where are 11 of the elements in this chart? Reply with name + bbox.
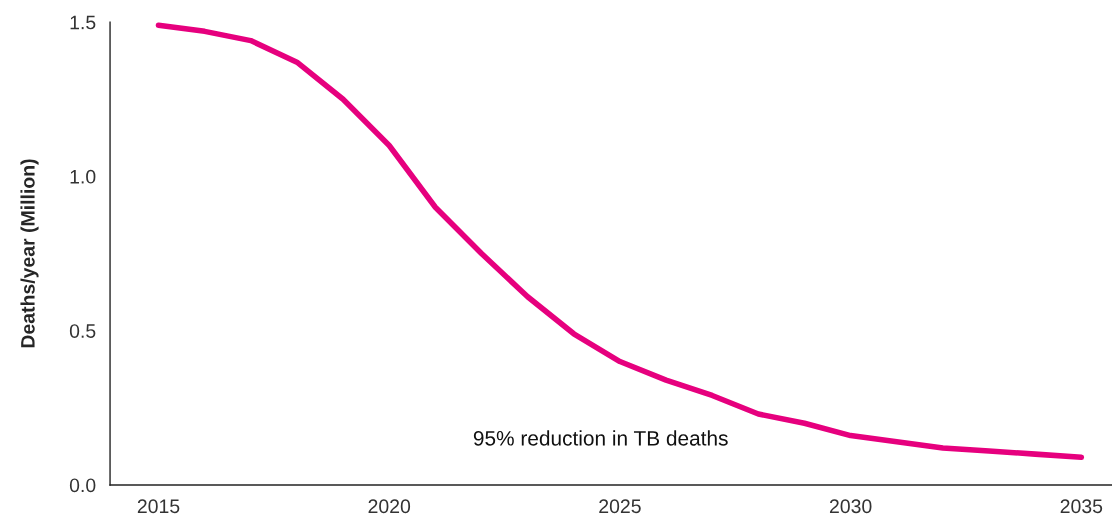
x-tick-label: 2020 — [368, 499, 411, 514]
x-tick-label: 2030 — [829, 499, 872, 514]
x-tick-label: 2025 — [599, 499, 641, 514]
y-tick-label: 0.5 — [69, 324, 96, 338]
y-axis-title: Deaths/year (Million) — [20, 159, 39, 348]
y-tick-label: 1.5 — [70, 15, 96, 30]
annotation: 95% reduction in TB deaths — [473, 430, 728, 446]
y-tick-label: 1.0 — [70, 169, 96, 184]
x-tick-label: 2035 — [1060, 499, 1103, 514]
y-tick-label: 0.0 — [69, 478, 96, 493]
x-tick-label: 2015 — [137, 499, 180, 514]
